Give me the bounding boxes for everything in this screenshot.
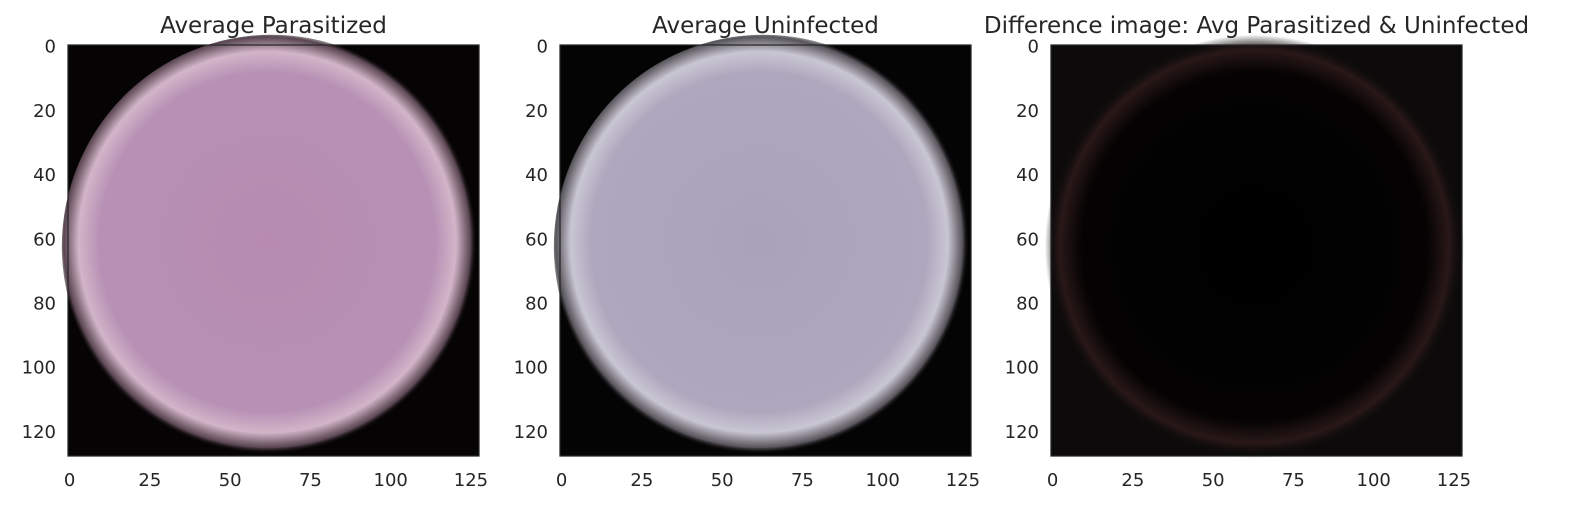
x-tick-label: 0 [1047,470,1058,491]
y-tick-label: 20 [525,101,548,122]
y-tick-label: 80 [33,293,56,314]
y-tick-label: 40 [1016,165,1039,186]
x-tick-label: 100 [1357,470,1391,491]
x-tick-label: 75 [791,470,814,491]
y-tick-label: 0 [537,37,548,58]
y-tick-label: 120 [22,422,56,443]
y-tick-label: 0 [1028,37,1039,58]
x-tick-label: 75 [299,470,322,491]
cell-image [61,34,482,459]
y-tick-label: 100 [22,358,56,379]
y-tick-label: 20 [1016,101,1039,122]
y-tick-label: 40 [33,165,56,186]
x-tick-label: 25 [1121,470,1144,491]
y-tick-label: 60 [33,229,56,250]
y-tick-label: 20 [33,101,56,122]
axes-frame [559,44,972,457]
subplot-1: Average Parasitized 0 25 50 75 100 125 0 20 40 60 8… [22,13,489,491]
y-tick-label: 120 [1005,422,1039,443]
y-tick-label: 60 [1016,229,1039,250]
x-tick-label: 75 [1282,470,1305,491]
cell-image [553,34,974,459]
x-tick-label: 100 [374,470,408,491]
x-tick-label: 0 [556,470,567,491]
y-tick-label: 80 [525,293,548,314]
y-tick-label: 0 [45,37,56,58]
x-tick-label: 125 [454,470,488,491]
subplot-title: Average Parasitized [160,13,387,39]
x-tick-label: 50 [219,470,242,491]
y-tick-label: 80 [1016,293,1039,314]
x-tick-label: 0 [64,470,75,491]
axes-frame [67,44,480,457]
x-tick-label: 25 [138,470,161,491]
y-tick-label: 100 [1005,358,1039,379]
x-tick-label: 50 [1202,470,1225,491]
x-tick-label: 125 [946,470,980,491]
y-tick-label: 40 [525,165,548,186]
x-tick-label: 125 [1437,470,1471,491]
cell-image [1044,34,1465,459]
subplot-3: Difference image: Avg Parasitized & Unin… [984,13,1529,491]
y-tick-label: 100 [514,358,548,379]
x-tick-label: 100 [866,470,900,491]
subplot-title: Difference image: Avg Parasitized & Unin… [984,13,1529,39]
y-tick-label: 60 [525,229,548,250]
axes-frame [1050,44,1463,457]
x-tick-label: 25 [630,470,653,491]
x-tick-label: 50 [711,470,734,491]
subplot-2: Average Uninfected 0 25 50 75 100 125 0 20 40 60 80… [514,13,981,491]
y-tick-label: 120 [514,422,548,443]
subplot-title: Average Uninfected [652,13,879,39]
